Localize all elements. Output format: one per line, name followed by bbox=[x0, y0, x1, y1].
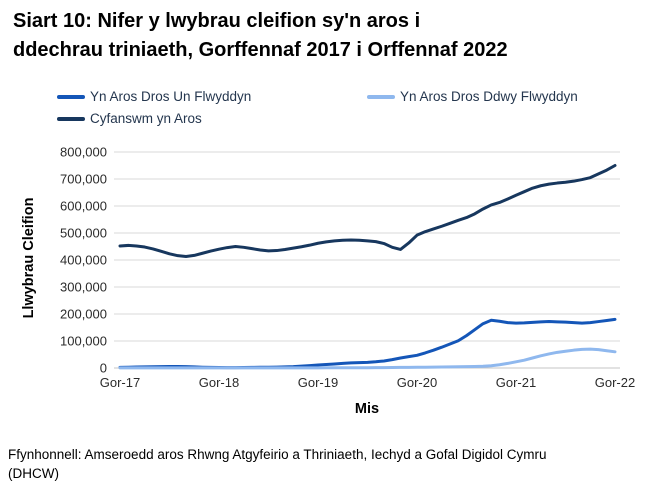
y-tick-label: 200,000 bbox=[60, 307, 107, 322]
x-tick-label: Gor-20 bbox=[397, 375, 437, 390]
y-tick-label: 800,000 bbox=[60, 145, 107, 160]
y-tick-label: 400,000 bbox=[60, 253, 107, 268]
y-tick-label: 700,000 bbox=[60, 172, 107, 187]
y-tick-label: 300,000 bbox=[60, 280, 107, 295]
legend-swatch-over-one-year bbox=[57, 94, 85, 99]
series-line-yn-aros-dros-un-flwyddyn bbox=[118, 317, 617, 370]
y-axis-title: Llwybrau Cleifion bbox=[21, 197, 37, 319]
y-tick-label: 100,000 bbox=[60, 334, 107, 349]
legend-label-total-waiting: Cyfanswm yn Aros bbox=[90, 111, 202, 126]
legend-label-over-one-year: Yn Aros Dros Un Flwyddyn bbox=[90, 89, 252, 104]
legend-swatch-total-waiting bbox=[57, 116, 85, 121]
y-tick-label: 500,000 bbox=[60, 226, 107, 241]
legend-item-total-waiting: Cyfanswm yn Aros bbox=[57, 111, 202, 126]
chart-title: Siart 10: Nifer y lwybrau cleifion sy'n … bbox=[13, 7, 649, 65]
source-note-line2: (DHCW) bbox=[8, 466, 59, 481]
series-line-yn-aros-dros-ddwy-flwyddyn bbox=[118, 347, 617, 370]
x-tick-label: Gor-21 bbox=[496, 375, 536, 390]
x-tick-label: Gor-22 bbox=[595, 375, 635, 390]
chart-title-line1: Siart 10: Nifer y lwybrau cleifion sy'n … bbox=[13, 10, 421, 32]
legend-swatch-over-two-years bbox=[367, 94, 395, 99]
x-tick-label: Gor-19 bbox=[298, 375, 338, 390]
legend-item-over-two-years: Yn Aros Dros Ddwy Flwyddyn bbox=[367, 89, 578, 104]
series-line-cyfanswm-yn-aros bbox=[118, 164, 617, 258]
legend-label-over-two-years: Yn Aros Dros Ddwy Flwyddyn bbox=[400, 89, 578, 104]
x-axis-title: Mis bbox=[354, 401, 380, 417]
x-tick-label: Gor-17 bbox=[100, 375, 140, 390]
source-note-line1: Ffynhonnell: Amseroedd aros Rhwng Atgyfe… bbox=[8, 447, 547, 462]
source-note: Ffynhonnell: Amseroedd aros Rhwng Atgyfe… bbox=[8, 445, 654, 483]
x-tick-label: Gor-18 bbox=[199, 375, 239, 390]
legend-item-over-one-year: Yn Aros Dros Un Flwyddyn bbox=[57, 89, 251, 104]
y-tick-label: 600,000 bbox=[60, 199, 107, 214]
chart-title-line2: ddechrau triniaeth, Gorffennaf 2017 i Or… bbox=[13, 39, 508, 61]
y-tick-label: 0 bbox=[100, 361, 107, 376]
